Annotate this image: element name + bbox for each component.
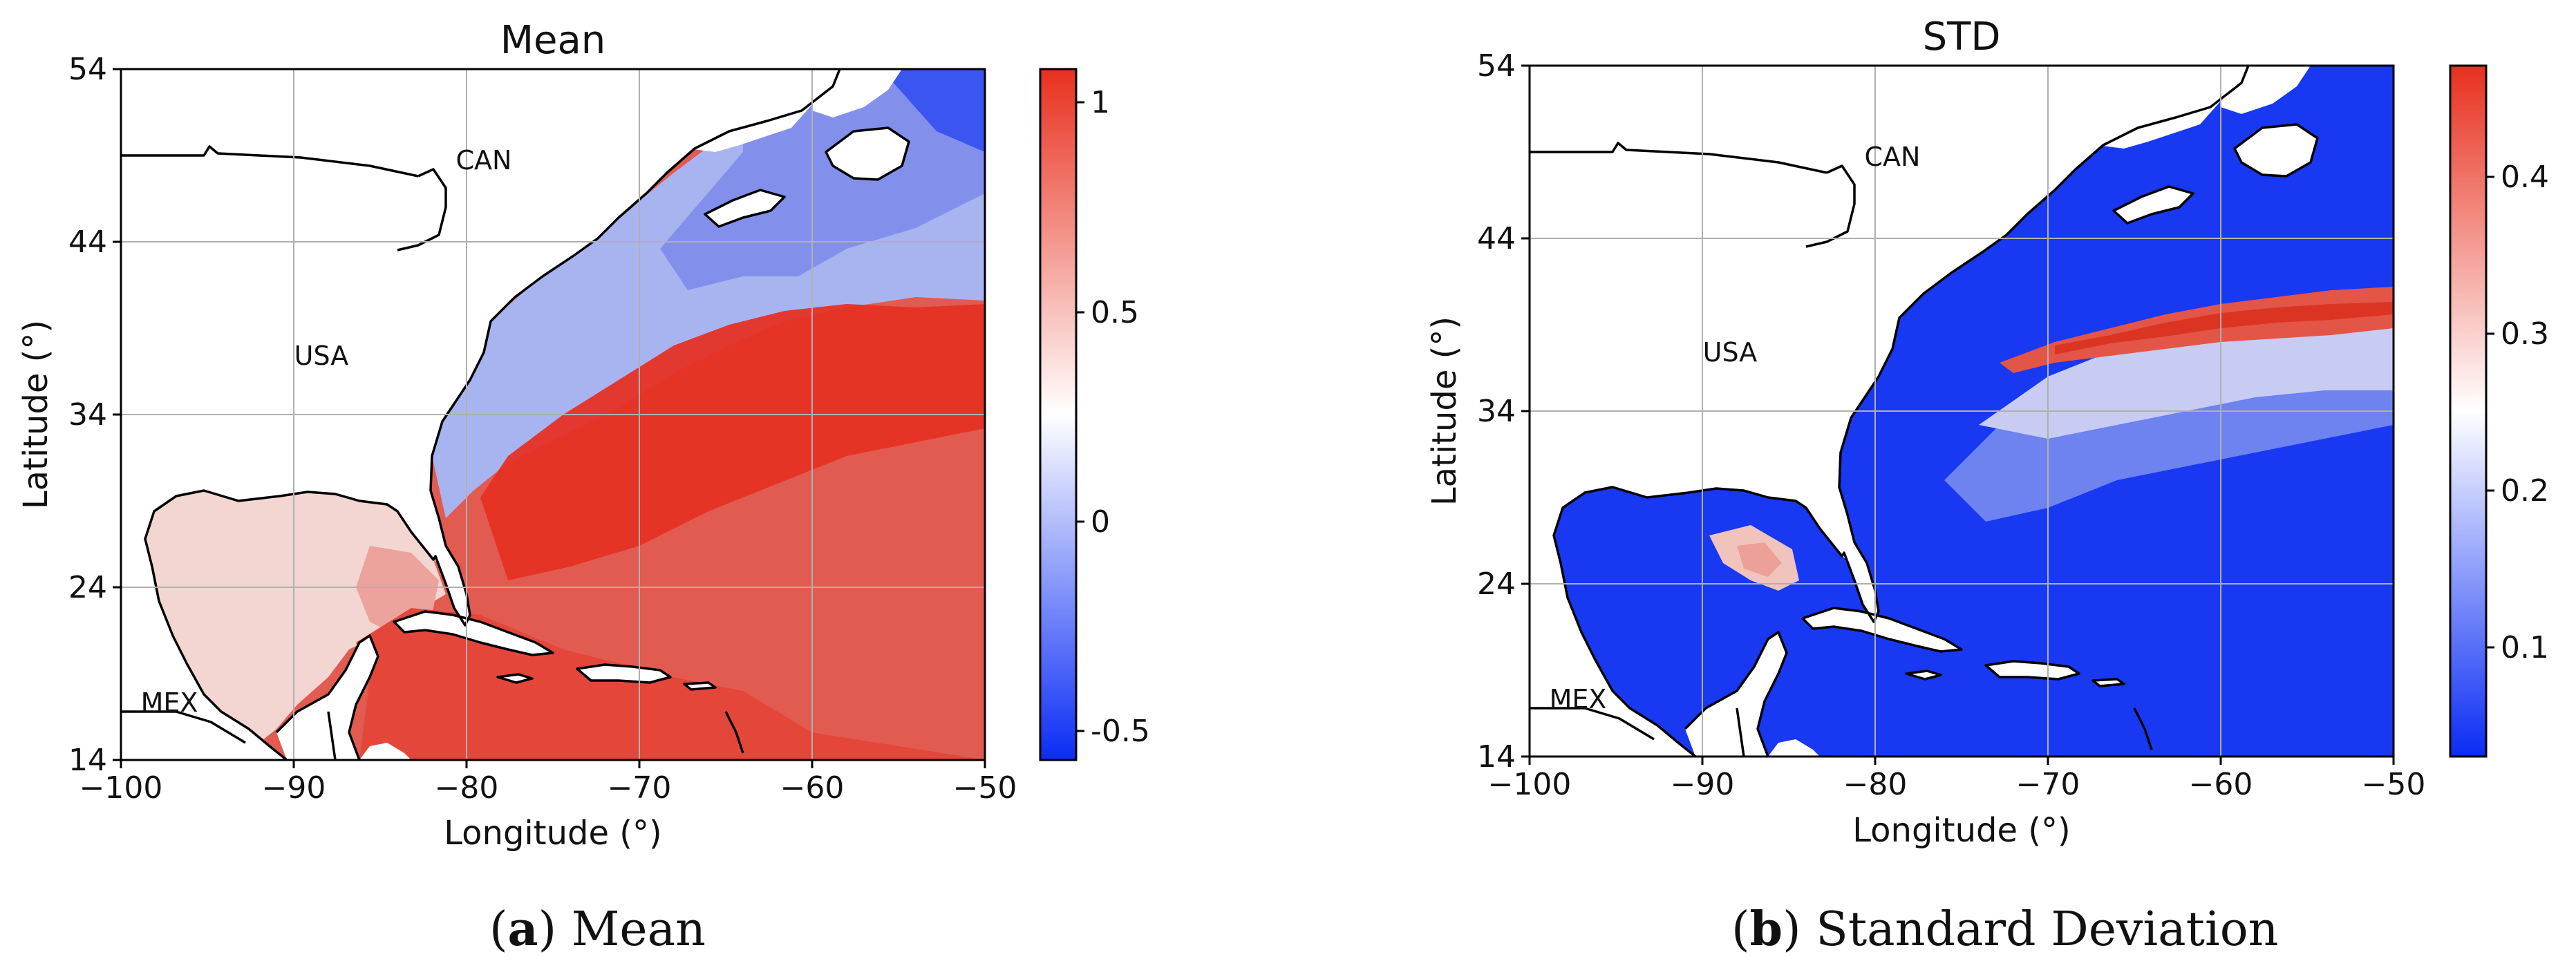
colorbar-tick: 0 <box>1091 504 1110 540</box>
colorbar-tick: 0.4 <box>2501 160 2549 195</box>
colorbar: 0.4 0.3 0.2 0.1 <box>2449 64 2549 758</box>
panel-title: STD <box>1923 15 2001 59</box>
mean-heatmap: CAN USA MEX <box>121 69 985 760</box>
y-tick: 14 <box>68 743 107 778</box>
caption-letter: a <box>507 902 538 957</box>
y-tick: 24 <box>68 570 107 605</box>
caption-a: (a) Mean <box>489 902 706 957</box>
label-usa: USA <box>294 341 349 371</box>
label-usa: USA <box>1703 337 1758 368</box>
caption-b: (b) Standard Deviation <box>1731 902 2279 957</box>
panel-title: Mean <box>500 18 606 63</box>
x-axis: −100 −90 −80 −70 −60 −50 <box>1488 757 2426 802</box>
caption-letter: b <box>1749 902 1783 957</box>
x-tick: −50 <box>2362 767 2426 802</box>
x-tick: −70 <box>608 770 672 806</box>
y-axis: 54 44 34 24 14 <box>1477 48 1530 774</box>
caption-text: Standard Deviation <box>1816 902 2279 957</box>
panel-std: STD <box>1425 15 2549 850</box>
y-tick: 34 <box>68 397 107 433</box>
y-tick: 54 <box>1477 48 1516 84</box>
label-can: CAN <box>1865 142 1921 172</box>
colorbar-tick: 0.5 <box>1091 295 1139 330</box>
label-mex: MEX <box>1550 684 1607 714</box>
x-tick: −80 <box>435 770 499 806</box>
y-tick: 14 <box>1477 739 1516 774</box>
y-tick: 44 <box>68 225 107 260</box>
y-tick: 24 <box>1477 567 1516 602</box>
y-axis-label: Latitude (°) <box>1425 316 1464 506</box>
y-axis: 54 44 34 24 14 <box>68 52 121 778</box>
x-axis: −100 −90 −80 −70 −60 −50 <box>79 760 1017 806</box>
x-tick: −90 <box>1671 767 1735 802</box>
label-can: CAN <box>456 145 512 175</box>
x-axis-label: Longitude (°) <box>444 814 661 853</box>
x-tick: −50 <box>953 770 1017 806</box>
x-tick: −90 <box>262 770 326 806</box>
y-tick: 34 <box>1477 394 1516 429</box>
panel-mean: Mean <box>17 18 1150 853</box>
colorbar-tick: -0.5 <box>1091 714 1150 749</box>
x-tick: −60 <box>780 770 845 806</box>
colorbar-tick: 0.2 <box>2501 473 2549 508</box>
x-tick: −60 <box>2189 767 2253 802</box>
y-tick: 54 <box>68 52 107 87</box>
colorbar: 1 0.5 0 -0.5 <box>1039 68 1150 761</box>
colorbar-tick: 0.3 <box>2501 316 2549 352</box>
x-tick: −70 <box>2016 767 2080 802</box>
x-tick: −100 <box>79 770 163 806</box>
label-mex: MEX <box>141 687 198 718</box>
x-axis-label: Longitude (°) <box>1852 811 2070 850</box>
y-tick: 44 <box>1477 221 1516 256</box>
y-axis-label: Latitude (°) <box>17 320 55 509</box>
x-tick: −80 <box>1843 767 1908 802</box>
std-heatmap: CAN USA MEX <box>1530 66 2394 757</box>
colorbar-tick: 1 <box>1091 85 1110 120</box>
caption-text: Mean <box>571 902 706 957</box>
x-tick: −100 <box>1488 767 1572 802</box>
colorbar-tick: 0.1 <box>2501 630 2549 665</box>
